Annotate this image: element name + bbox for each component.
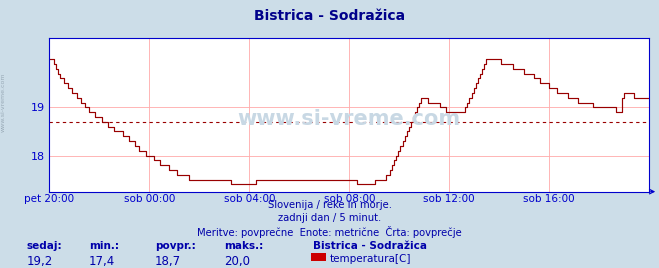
Text: Slovenija / reke in morje.: Slovenija / reke in morje. [268, 200, 391, 210]
Text: 20,0: 20,0 [224, 255, 250, 268]
Text: www.si-vreme.com: www.si-vreme.com [238, 109, 461, 129]
Text: 17,4: 17,4 [89, 255, 115, 268]
Text: Meritve: povprečne  Enote: metrične  Črta: povprečje: Meritve: povprečne Enote: metrične Črta:… [197, 226, 462, 239]
Text: min.:: min.: [89, 241, 119, 251]
Text: www.si-vreme.com: www.si-vreme.com [1, 72, 6, 132]
Text: 18,7: 18,7 [155, 255, 181, 268]
Text: Bistrica - Sodražica: Bistrica - Sodražica [254, 9, 405, 23]
Text: Bistrica - Sodražica: Bistrica - Sodražica [313, 241, 427, 251]
Text: zadnji dan / 5 minut.: zadnji dan / 5 minut. [278, 213, 381, 223]
Text: maks.:: maks.: [224, 241, 264, 251]
Text: povpr.:: povpr.: [155, 241, 196, 251]
Text: 19,2: 19,2 [26, 255, 53, 268]
Text: temperatura[C]: temperatura[C] [330, 254, 411, 264]
Text: sedaj:: sedaj: [26, 241, 62, 251]
